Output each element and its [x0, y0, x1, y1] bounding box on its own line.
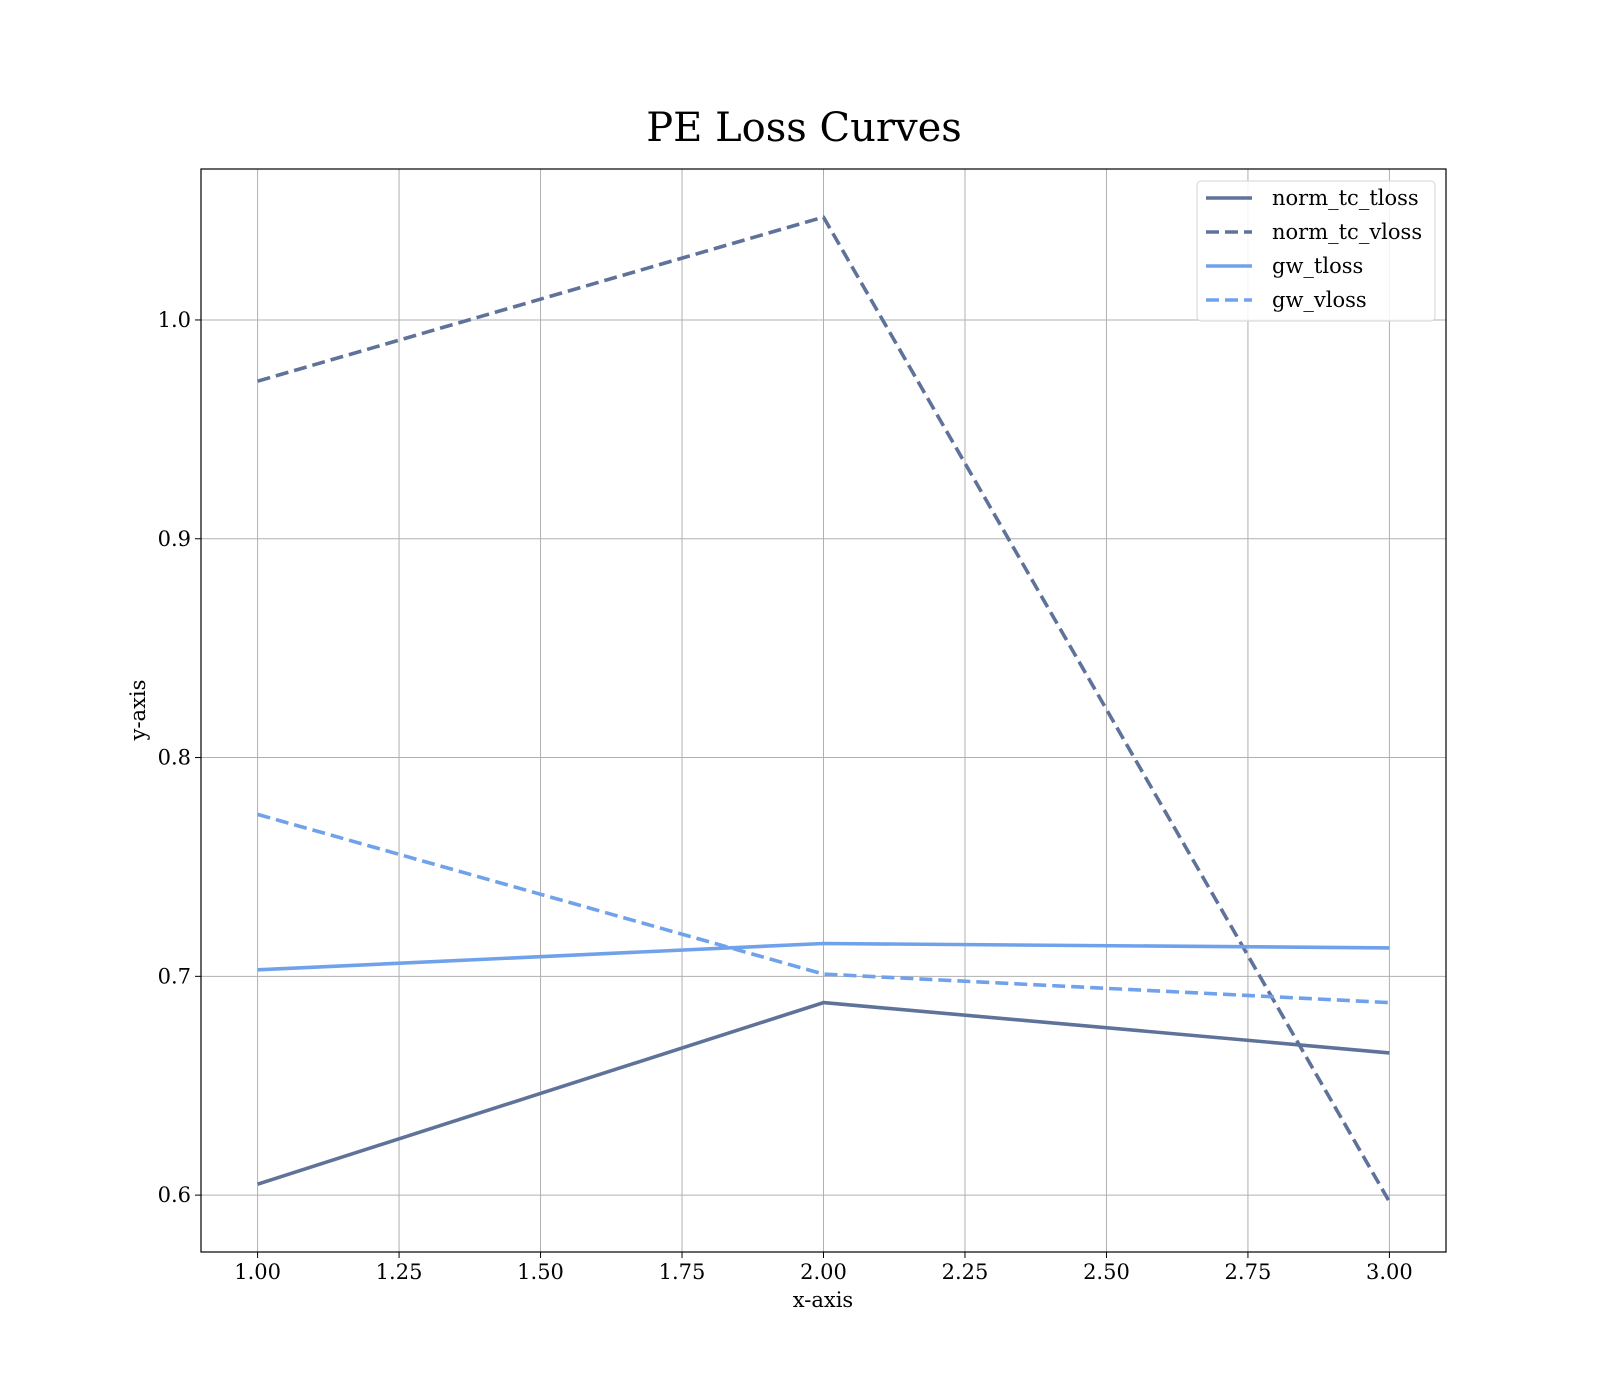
series-line-norm-tc-vloss — [257, 215, 1391, 1203]
legend-box — [1196, 180, 1436, 322]
series-lines — [257, 215, 1391, 1203]
grid — [201, 169, 1446, 1252]
x-tick-label: 1.75 — [659, 1260, 706, 1284]
x-tick-label: 1.50 — [517, 1260, 564, 1284]
legend-label-norm-tc-vloss: norm_tc_vloss — [1272, 220, 1422, 244]
y-tick-label: 0.8 — [158, 746, 191, 770]
y-axis-label: y-axis — [126, 680, 150, 742]
x-tick-label: 1.25 — [376, 1260, 423, 1284]
legend-label-gw-tloss: gw_tloss — [1272, 254, 1363, 278]
y-tick-label: 1.0 — [158, 308, 191, 332]
legend-label-norm-tc-tloss: norm_tc_tloss — [1272, 186, 1419, 210]
series-line-gw-vloss — [257, 812, 1390, 1005]
legend: norm_tc_tloss norm_tc_vloss gw_tloss gw_vlo… — [1196, 180, 1436, 322]
x-tick-label: 2.00 — [800, 1260, 847, 1284]
series-line-norm-tc-tloss — [257, 1000, 1390, 1186]
x-tick-label: 3.00 — [1366, 1260, 1413, 1284]
legend-label-gw-vloss: gw_vloss — [1272, 288, 1367, 312]
x-tick-label: 2.75 — [1225, 1260, 1272, 1284]
y-tick-label: 0.7 — [158, 964, 191, 988]
x-tick-label: 2.25 — [942, 1260, 989, 1284]
y-tick-label: 0.9 — [158, 527, 191, 551]
series-line-gw-tloss — [257, 941, 1390, 972]
x-tick-label: 1.00 — [234, 1260, 281, 1284]
chart-title: PE Loss Curves — [646, 105, 962, 151]
x-axis-label: x-axis — [793, 1288, 853, 1312]
y-tick-label: 0.6 — [158, 1183, 191, 1207]
x-tick-label: 2.50 — [1083, 1260, 1130, 1284]
axis-ticks: 1.00 1.25 1.50 1.75 2.00 2.25 2.50 2.75 3.00 0.6 0… — [158, 308, 1413, 1284]
